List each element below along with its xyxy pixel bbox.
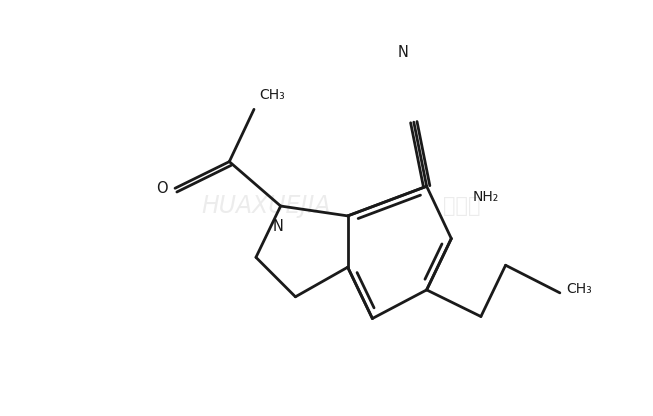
- Text: 化学加: 化学加: [443, 196, 481, 216]
- Text: O: O: [157, 181, 168, 196]
- Text: CH₃: CH₃: [567, 282, 592, 296]
- Text: NH₂: NH₂: [473, 190, 499, 204]
- Text: N: N: [272, 219, 283, 234]
- Text: CH₃: CH₃: [259, 89, 285, 102]
- Text: N: N: [398, 45, 408, 60]
- Text: HUAXUEJIA: HUAXUEJIA: [202, 194, 331, 218]
